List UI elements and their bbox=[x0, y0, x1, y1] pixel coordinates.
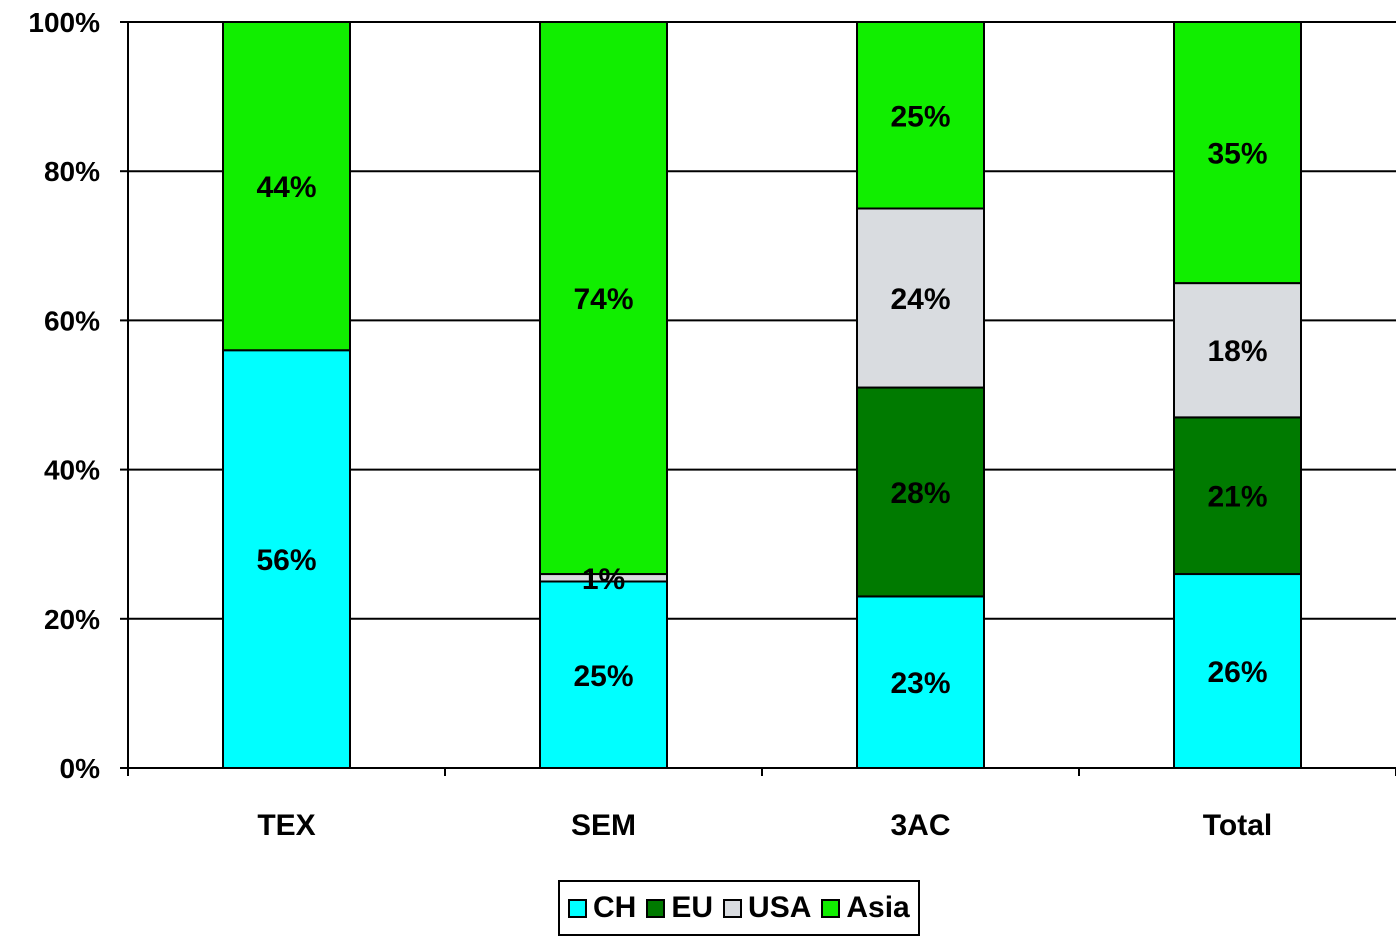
data-label-ch-total: 26% bbox=[1207, 656, 1267, 689]
legend-label-eu: EU bbox=[671, 891, 714, 924]
x-tick-label: TEX bbox=[257, 809, 315, 842]
y-tick-label: 0% bbox=[60, 753, 101, 784]
data-label-usa-sem: 1% bbox=[582, 563, 625, 596]
bar-segment-asia-3ac bbox=[856, 21, 985, 210]
data-label-asia-total: 35% bbox=[1207, 138, 1267, 171]
data-label-ch-tex: 56% bbox=[256, 544, 316, 577]
bar-segment-asia-tex bbox=[222, 21, 351, 352]
bar-segment-asia-sem bbox=[539, 21, 668, 576]
legend-item-ch: CH bbox=[568, 891, 636, 925]
bar-segment-ch-tex bbox=[222, 349, 351, 769]
data-label-ch-sem: 25% bbox=[573, 660, 633, 693]
bar-segment-eu-total bbox=[1173, 416, 1302, 576]
y-tick-label: 80% bbox=[44, 156, 100, 187]
legend: CH EU USA Asia bbox=[558, 880, 920, 936]
axes bbox=[120, 21, 1396, 776]
x-tick-labels: TEX SEM 3AC Total bbox=[257, 809, 1272, 842]
data-label-asia-tex: 44% bbox=[256, 171, 316, 204]
data-label-asia-3ac: 25% bbox=[890, 100, 950, 133]
legend-swatch-asia bbox=[821, 898, 841, 918]
x-tick-label: Total bbox=[1203, 809, 1272, 842]
bar-segment-asia-total bbox=[1173, 21, 1302, 285]
data-label-usa-total: 18% bbox=[1207, 335, 1267, 368]
data-label-usa-3ac: 24% bbox=[890, 283, 950, 316]
y-tick-labels: 0% 20% 40% 60% 80% 100% bbox=[28, 7, 100, 784]
legend-label-asia: Asia bbox=[846, 891, 910, 924]
data-label-asia-sem: 74% bbox=[573, 283, 633, 316]
stacked-bar-chart: 56% 44% 25% 1% 74% 23% 28% 24% 25% 26% 21% 18% 35% 0… bbox=[28, 7, 1396, 842]
data-label-eu-total: 21% bbox=[1207, 481, 1267, 514]
legend-label-usa: USA bbox=[748, 891, 812, 924]
y-tick-label: 100% bbox=[28, 7, 100, 38]
x-tick-label: SEM bbox=[571, 809, 636, 842]
bar-segment-eu-3ac bbox=[856, 386, 985, 598]
bar-segment-ch-total bbox=[1173, 573, 1302, 769]
value-labels: 56% 44% 25% 1% 74% 23% 28% 24% 25% 26% 21% 18% 35% bbox=[256, 100, 1267, 700]
data-label-ch-3ac: 23% bbox=[890, 667, 950, 700]
legend-item-eu: EU bbox=[646, 891, 713, 925]
legend-swatch-ch bbox=[568, 898, 587, 918]
bars bbox=[222, 21, 1302, 769]
legend-item-usa: USA bbox=[723, 891, 811, 925]
bar-segment-usa-total bbox=[1173, 282, 1302, 419]
y-tick-label: 40% bbox=[44, 455, 100, 486]
x-tick-label: 3AC bbox=[890, 809, 950, 842]
legend-item-asia: Asia bbox=[821, 891, 910, 925]
data-label-eu-3ac: 28% bbox=[890, 477, 950, 510]
legend-swatch-usa bbox=[723, 898, 743, 918]
y-tick-label: 60% bbox=[44, 305, 100, 336]
bar-segment-ch-3ac bbox=[856, 595, 985, 769]
legend-swatch-eu bbox=[646, 898, 666, 918]
legend-label-ch: CH bbox=[593, 891, 637, 924]
y-tick-label: 20% bbox=[44, 604, 100, 635]
